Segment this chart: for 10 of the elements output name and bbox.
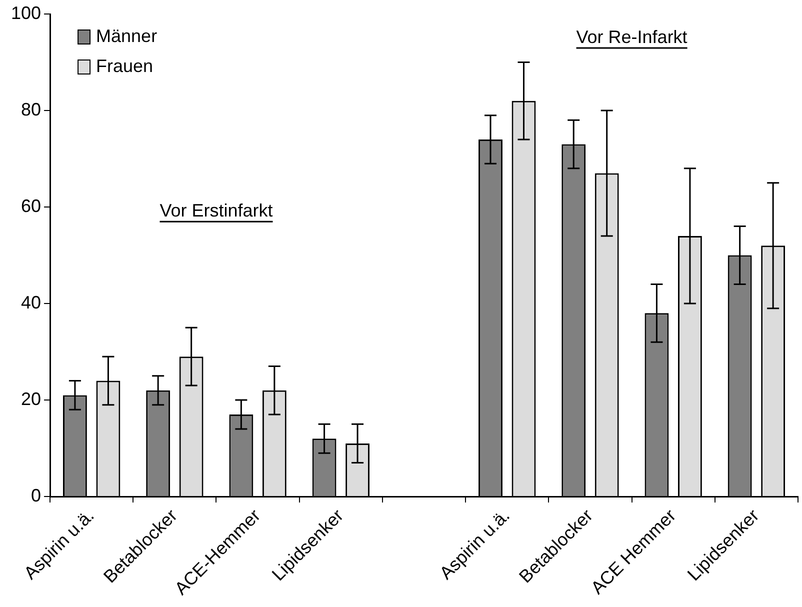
y-tick-label: 80 [21,99,42,120]
y-tick-label: 20 [21,388,42,409]
y-tick-label: 60 [21,196,42,216]
y-tick-label: 40 [21,292,42,312]
annotation: Vor Erstinfarkt [160,200,273,221]
y-tick-label: 100 [10,2,42,23]
annotation: Vor Re-Infarkt [576,26,688,47]
y-tick-label: 0 [31,485,42,506]
legend-label: Frauen [96,56,154,76]
legend-label: Männer [96,26,158,46]
